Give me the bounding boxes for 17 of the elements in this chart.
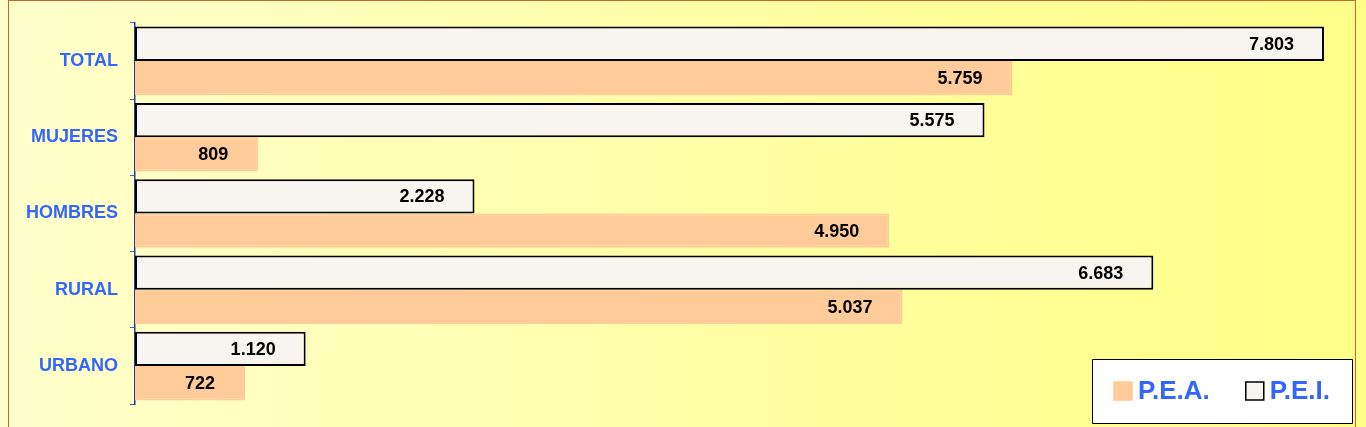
data-label: 722 — [184, 373, 216, 394]
data-label: 2.228 — [399, 186, 445, 207]
y-tick-label: HOMBRES — [25, 202, 118, 223]
y-tick-label: TOTAL — [59, 49, 118, 70]
legend-label: P.E.A. — [1137, 375, 1210, 406]
y-tick-label: URBANO — [39, 355, 118, 376]
data-label: 4.950 — [814, 220, 860, 241]
data-label: 5.575 — [909, 110, 955, 131]
data-label: 5.037 — [827, 296, 873, 317]
y-tick-label: MUJERES — [30, 126, 118, 147]
data-label: 1.120 — [230, 338, 276, 359]
data-label: 6.683 — [1078, 262, 1124, 283]
data-label: 5.759 — [937, 68, 983, 89]
y-tick-label: RURAL — [55, 278, 118, 299]
legend-label: P.E.I. — [1269, 375, 1331, 406]
data-label: 7.803 — [1248, 33, 1294, 54]
data-label: 809 — [198, 144, 229, 165]
